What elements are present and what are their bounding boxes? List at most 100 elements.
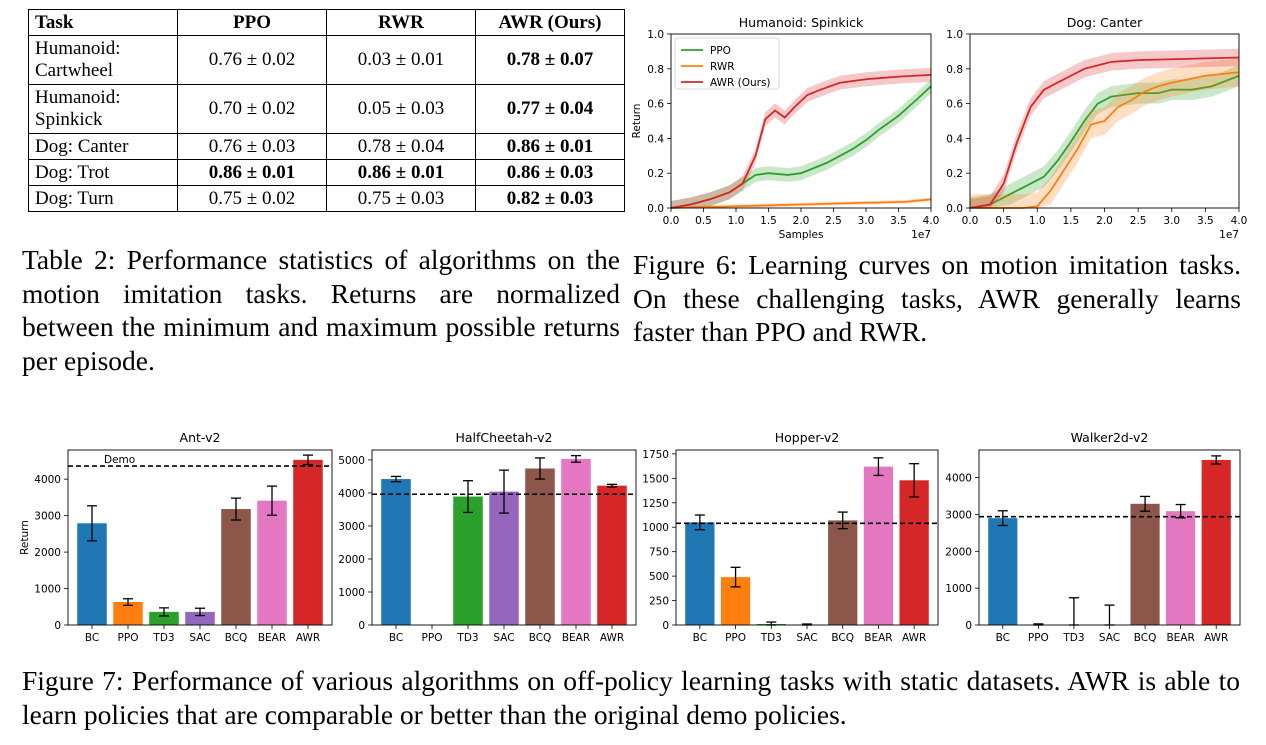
task-cell: Dog: Trot: [28, 159, 178, 186]
y-tick-label: 0.2: [946, 168, 963, 180]
x-tick-label: TD3: [152, 632, 174, 644]
y-tick-label: 0.6: [946, 99, 963, 111]
table-header-cell: AWR (Ours): [475, 9, 625, 36]
results-table: Task PPO RWR AWR (Ours) Humanoid: Cartwh…: [28, 9, 625, 212]
bar: [899, 480, 929, 625]
x-tick-label: TD3: [1062, 632, 1084, 644]
bar: [489, 491, 519, 625]
series-line: [670, 73, 932, 209]
plot-frame: [978, 449, 1241, 626]
y-tick-label: 0.8: [946, 64, 963, 76]
bar-chart-panel: HalfCheetah-v2 BC PPO TD3 SAC BCQ BEAR AWR 0 1000…: [338, 430, 637, 644]
x-tick-label: BC: [389, 632, 403, 644]
y-tick-label: 0: [662, 620, 669, 632]
x-axis-label: Samples: [779, 229, 824, 241]
chart-title: Ant-v2: [180, 430, 221, 445]
y-tick-label: 5000: [338, 455, 365, 467]
value-cell: 0.75 ± 0.03: [326, 185, 476, 212]
chart-title: Walker2d-v2: [1071, 430, 1149, 445]
x-tick-label: AWR: [902, 632, 926, 644]
table-row: Dog: Canter 0.76 ± 0.03 0.78 ± 0.04 0.86…: [28, 133, 625, 160]
x-tick-label: 0.0: [663, 215, 680, 227]
x-tick-label: AWR: [1204, 632, 1228, 644]
task-cell: Dog: Turn: [28, 185, 178, 212]
series-band: [671, 67, 931, 209]
y-tick-label: 2000: [338, 554, 365, 566]
y-tick-label: 0.0: [946, 203, 963, 215]
bar-chart-panel: Ant-v2 BC PPO TD3 SAC BCQ BEAR AWR Demo 0 1000 2000…: [19, 430, 333, 644]
x-tick-label: 1.5: [760, 215, 777, 227]
table-header-cell: PPO: [177, 9, 327, 36]
x-tick-label: PPO: [118, 632, 139, 644]
series-band: [970, 48, 1239, 208]
x-tick-label: 4.0: [1231, 215, 1248, 227]
x-tick-label: BEAR: [258, 632, 286, 644]
x-tick-label: 4.0: [923, 215, 940, 227]
x-tick-label: SAC: [493, 632, 514, 644]
bar: [597, 485, 627, 625]
value-cell: 0.76 ± 0.03: [177, 133, 327, 160]
line-chart-panel: Humanoid: Spinkick 0.0 0.5 1.0 1.5 2.0 2.5 3.0 3…: [631, 15, 939, 241]
bar-chart-panel: Hopper-v2 BC PPO TD3 SAC BCQ BEAR AWR 0 250 500 750…: [642, 430, 939, 644]
y-tick-label: 2000: [34, 547, 61, 559]
x-tick-label: BC: [693, 632, 707, 644]
y-tick-label: 1000: [945, 583, 972, 595]
x-tick-label: BEAR: [864, 632, 892, 644]
value-cell: 0.86 ± 0.01: [475, 133, 625, 160]
x-tick-label: BEAR: [1166, 632, 1194, 644]
y-tick-label: 3000: [945, 509, 972, 521]
x-tick-label: 3.5: [1197, 215, 1214, 227]
x-scale-label: 1e7: [911, 229, 931, 241]
x-tick-label: 3.0: [858, 215, 875, 227]
y-tick-label: 0.4: [647, 133, 664, 145]
chart-title: Hopper-v2: [775, 430, 839, 445]
y-tick-label: 0.8: [647, 64, 664, 76]
table-row: Humanoid: Cartwheel 0.76 ± 0.02 0.03 ± 0…: [28, 35, 625, 85]
bar: [381, 479, 411, 625]
x-tick-label: 2.5: [825, 215, 842, 227]
chart-title: Humanoid: Spinkick: [739, 15, 864, 30]
value-cell: 0.75 ± 0.02: [177, 185, 327, 212]
bar: [828, 520, 858, 625]
bar-chart-panel: Walker2d-v2 BC PPO TD3 SAC BCQ BEAR AWR 0 1000 200…: [945, 430, 1241, 644]
figure-6-caption: Figure 6: Learning curves on motion imit…: [633, 249, 1241, 347]
figure-7-caption: Figure 7: Performance of various algorit…: [22, 665, 1240, 730]
y-tick-label: 1000: [338, 587, 365, 599]
x-tick-label: 2.0: [793, 215, 810, 227]
x-tick-label: 2.0: [1096, 215, 1113, 227]
x-tick-label: 3.0: [1163, 215, 1180, 227]
plot-frame: [371, 449, 637, 626]
y-tick-label: 1750: [642, 449, 669, 461]
bar: [221, 509, 251, 625]
table-row: Dog: Turn 0.75 ± 0.02 0.75 ± 0.03 0.82 ±…: [28, 185, 625, 212]
bar: [1201, 459, 1231, 625]
value-cell: 0.03 ± 0.01: [326, 35, 476, 85]
series-line: [970, 71, 1240, 209]
y-tick-label: 500: [649, 571, 669, 583]
y-tick-label: 2000: [945, 546, 972, 558]
x-tick-label: 3.5: [890, 215, 907, 227]
table-2-caption: Table 2: Performance statistics of algor…: [22, 244, 620, 376]
y-tick-label: 750: [649, 547, 669, 559]
x-tick-label: BEAR: [562, 632, 590, 644]
table-header-cell: RWR: [326, 9, 476, 36]
chart-title: HalfCheetah-v2: [456, 430, 553, 445]
value-cell: 0.70 ± 0.02: [177, 84, 327, 134]
table-row: Humanoid: Spinkick 0.70 ± 0.02 0.05 ± 0.…: [28, 84, 625, 134]
value-cell: 0.05 ± 0.03: [326, 84, 476, 134]
value-cell: 0.82 ± 0.03: [475, 185, 625, 212]
task-cell: Humanoid: Cartwheel: [28, 35, 178, 85]
y-axis-label: Return: [19, 520, 31, 555]
y-tick-label: 0: [358, 620, 365, 632]
figure-7-bar-charts: Ant-v2 BC PPO TD3 SAC BCQ BEAR AWR Demo 0 1000 2000…: [19, 430, 1241, 644]
y-tick-label: 4000: [34, 474, 61, 486]
series-band: [970, 65, 1239, 208]
x-tick-label: BC: [996, 632, 1010, 644]
series-band: [970, 58, 1239, 208]
figure-6-learning-curves: Humanoid: Spinkick 0.0 0.5 1.0 1.5 2.0 2.5 3.0 3…: [631, 15, 1247, 241]
bar: [1130, 503, 1160, 625]
legend-label: AWR (Ours): [710, 77, 771, 89]
line-chart-panel: Dog: Canter 0.0 0.5 1.0 1.5 2.0 2.5 3.0 3.5 4.0 0.…: [946, 15, 1247, 241]
y-tick-label: 0: [54, 620, 61, 632]
legend-label: PPO: [710, 45, 731, 57]
